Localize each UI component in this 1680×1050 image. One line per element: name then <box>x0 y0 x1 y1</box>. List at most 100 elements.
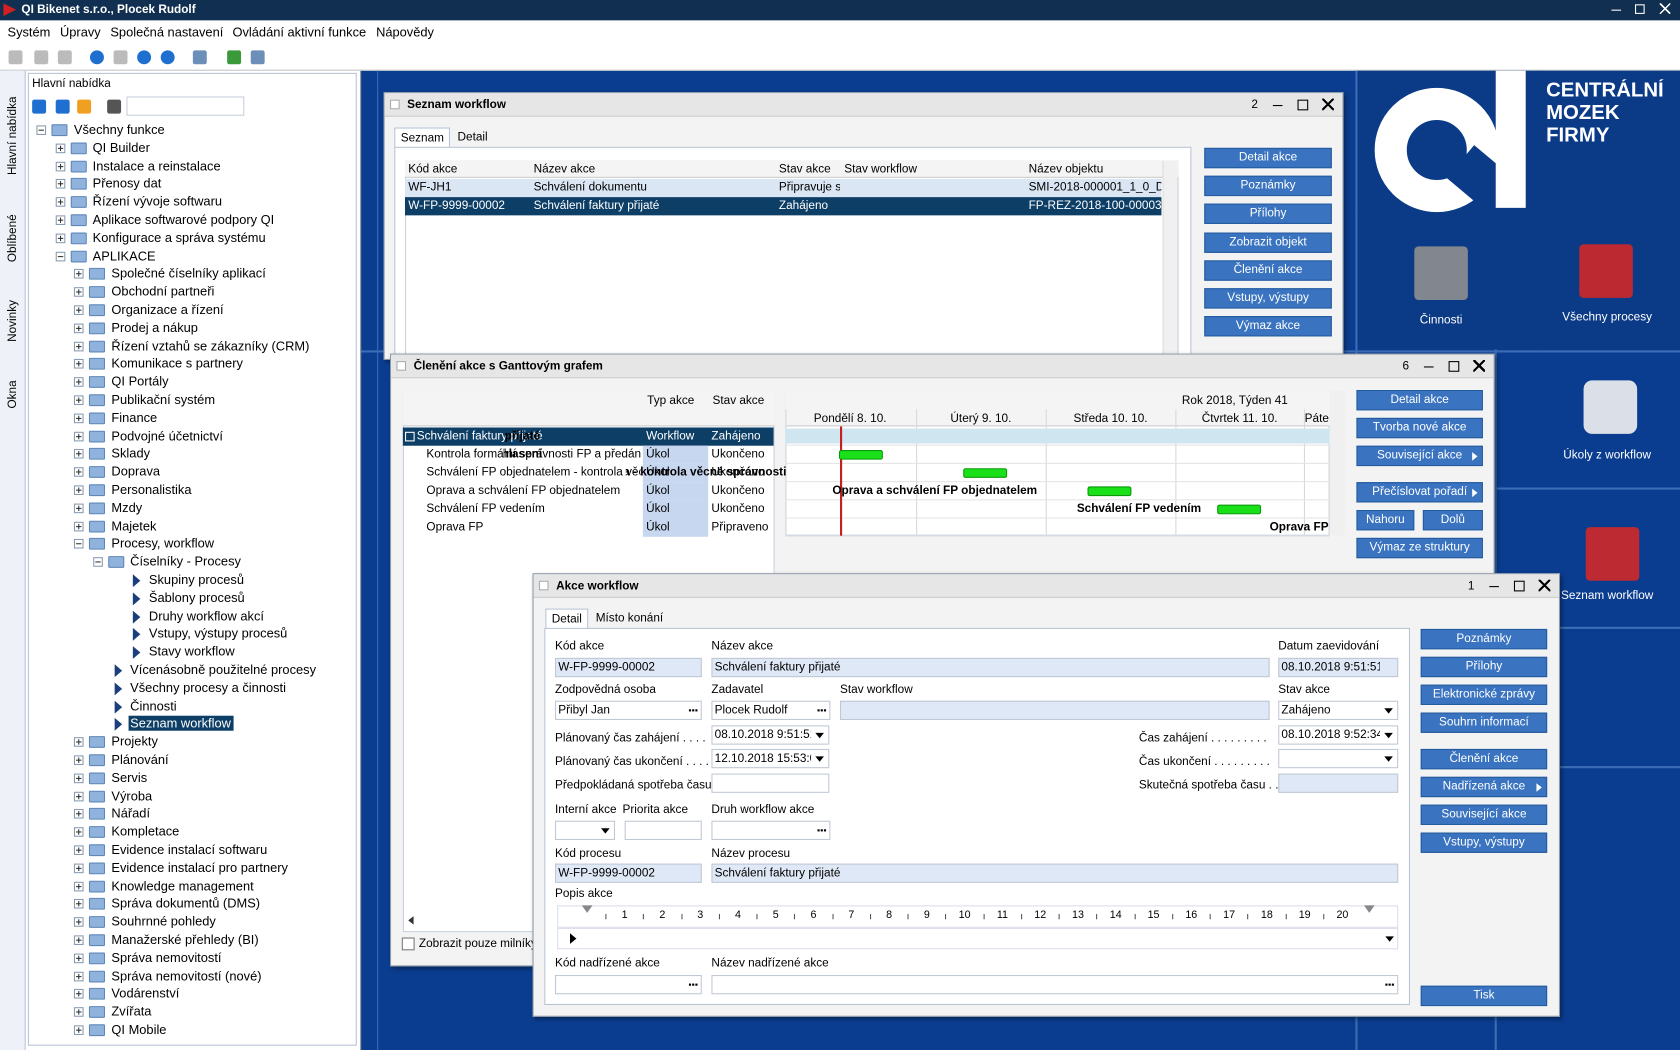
button[interactable]: Výmaz ze struktury <box>1356 538 1482 558</box>
tree-item[interactable]: Projekty <box>109 734 160 749</box>
tree-item[interactable]: Majetek <box>109 518 158 533</box>
menu-item[interactable]: Systém <box>8 25 51 40</box>
tree-item[interactable]: Stavy workflow <box>147 644 237 659</box>
tree-item[interactable]: Mzdy <box>109 500 144 515</box>
tree-item[interactable]: Aplikace softwarové podpory QI <box>91 212 277 227</box>
button[interactable]: Tvorba nové akce <box>1356 418 1482 438</box>
button[interactable]: Poznámky <box>1421 629 1547 649</box>
button[interactable]: Dolů <box>1423 510 1483 530</box>
tree-item[interactable]: Obchodní partneři <box>109 284 216 299</box>
input[interactable] <box>840 701 1270 720</box>
tree-item[interactable]: Všechny funkce <box>72 122 167 137</box>
tile-label[interactable]: Úkoly z workflow <box>1543 448 1672 463</box>
tree-item[interactable]: Správa nemovitostí (nové) <box>109 968 263 983</box>
side-tab[interactable]: Hlavní nabídka <box>5 96 20 175</box>
tree-item[interactable]: Zvířata <box>109 1004 153 1019</box>
tree-item[interactable]: Šablony procesů <box>147 590 247 605</box>
button[interactable]: Výmaz akce <box>1204 316 1332 336</box>
tree-item[interactable]: Vícenásobně použitelné procesy <box>128 662 318 677</box>
button[interactable]: Vstupy, výstupy <box>1421 833 1547 853</box>
tree-item[interactable]: Servis <box>109 770 149 785</box>
tree-item[interactable]: QI Mobile <box>109 1022 168 1037</box>
button[interactable]: Detail akce <box>1356 390 1482 410</box>
tree-item[interactable]: Správa nemovitostí <box>109 950 223 965</box>
tab[interactable]: Detail <box>452 128 493 147</box>
input[interactable] <box>625 821 702 840</box>
tile-label[interactable]: Seznam workflow <box>1543 588 1672 603</box>
input[interactable] <box>555 975 702 994</box>
input[interactable] <box>711 821 830 840</box>
input[interactable] <box>711 975 1398 994</box>
menu-item[interactable]: Společná nastavení <box>110 25 223 40</box>
tree-item[interactable]: Číselníky - Procesy <box>128 554 243 569</box>
tree-item[interactable]: Seznam workflow <box>128 716 233 731</box>
button[interactable]: Členění akce <box>1421 749 1547 769</box>
tree-item[interactable]: Podvojné účetnictví <box>109 428 225 443</box>
tree-item[interactable]: Prodej a nákup <box>109 320 200 335</box>
tree-item[interactable]: Organizace a řízení <box>109 302 225 317</box>
tree-item[interactable]: Publikační systém <box>109 392 217 407</box>
button[interactable]: Elektronické zprávy <box>1421 685 1547 705</box>
side-tab[interactable]: Oblíbené <box>5 214 20 262</box>
tree-item[interactable]: Správa dokumentů (DMS) <box>109 896 262 911</box>
button[interactable]: Zobrazit objekt <box>1204 232 1332 252</box>
side-tab[interactable]: Novinky <box>5 300 20 342</box>
button[interactable]: Vstupy, výstupy <box>1204 288 1332 308</box>
tree-item[interactable]: Vodárenství <box>109 986 181 1001</box>
button[interactable]: Nadřízená akce <box>1421 777 1547 797</box>
tree-item[interactable]: Plánování <box>109 752 170 767</box>
button[interactable]: Přílohy <box>1204 204 1332 224</box>
tree-item[interactable]: QI Portály <box>109 374 170 389</box>
button[interactable]: Tisk <box>1421 986 1547 1006</box>
tree-item[interactable]: Konfigurace a správa systému <box>91 230 268 245</box>
tree-item[interactable]: Manažerské přehledy (BI) <box>109 932 260 947</box>
tree-item[interactable]: Druhy workflow akcí <box>147 608 266 623</box>
tree-item[interactable]: Výroba <box>109 788 154 803</box>
menu-item[interactable]: Úpravy <box>60 25 101 40</box>
button[interactable]: Detail akce <box>1204 148 1332 168</box>
button[interactable]: Poznámky <box>1204 176 1332 196</box>
menu-item[interactable]: Nápovědy <box>376 25 434 40</box>
button[interactable]: Přečíslovat pořadí <box>1356 482 1482 502</box>
button[interactable]: Souhrn informací <box>1421 713 1547 733</box>
tab[interactable]: Detail <box>545 609 588 629</box>
button[interactable]: Nahoru <box>1356 510 1414 530</box>
tree-item[interactable]: Činnosti <box>128 698 179 713</box>
button[interactable]: Členění akce <box>1204 260 1332 280</box>
tree-item[interactable]: Nářadí <box>109 806 152 821</box>
tree-item[interactable]: Knowledge management <box>109 878 256 893</box>
tree-item[interactable]: QI Builder <box>91 140 152 155</box>
checkbox[interactable] <box>402 938 415 951</box>
tree-item[interactable]: Řízení vztahů se zákazníky (CRM) <box>109 338 311 353</box>
input[interactable] <box>1278 774 1398 793</box>
input[interactable] <box>1278 749 1398 768</box>
tree-item[interactable]: APLIKACE <box>91 248 158 263</box>
button[interactable]: Související akce <box>1356 446 1482 466</box>
tile-label[interactable]: Činnosti <box>1377 313 1506 328</box>
tree-item[interactable]: Společné číselníky aplikací <box>109 266 268 281</box>
tree-item[interactable]: Doprava <box>109 464 162 479</box>
tree-item[interactable]: Řízení vývoje softwaru <box>91 194 225 209</box>
tile-label[interactable]: Všechny procesy <box>1543 310 1672 325</box>
button[interactable]: Související akce <box>1421 805 1547 825</box>
tree-item[interactable]: Evidence instalací pro partnery <box>109 860 290 875</box>
tree-item[interactable]: Instalace a reinstalace <box>91 158 223 173</box>
tree-item[interactable]: Souhrnné pohledy <box>109 914 218 929</box>
tree-item[interactable]: Kompletace <box>109 824 181 839</box>
input[interactable] <box>711 774 829 793</box>
tab[interactable]: Místo konání <box>590 609 668 628</box>
tree-item[interactable]: Všechny procesy a činnosti <box>128 680 288 695</box>
button[interactable]: Přílohy <box>1421 657 1547 677</box>
tree-item[interactable]: Skupiny procesů <box>147 572 246 587</box>
tree-item[interactable]: Finance <box>109 410 159 425</box>
tab[interactable]: Seznam <box>394 128 450 148</box>
tree-item[interactable]: Komunikace s partnery <box>109 356 245 371</box>
menu-item[interactable]: Ovládání aktivní funkce <box>233 25 367 40</box>
tree-item[interactable]: Evidence instalací softwaru <box>109 842 269 857</box>
tree-item[interactable]: Personalistika <box>109 482 193 497</box>
side-tab[interactable]: Okna <box>5 380 20 408</box>
tree-item[interactable]: Procesy, workflow <box>109 536 216 551</box>
tree-item[interactable]: Sklady <box>109 446 152 461</box>
tree-item[interactable]: Vstupy, výstupy procesů <box>147 626 290 641</box>
tree-item[interactable]: Přenosy dat <box>91 176 164 191</box>
